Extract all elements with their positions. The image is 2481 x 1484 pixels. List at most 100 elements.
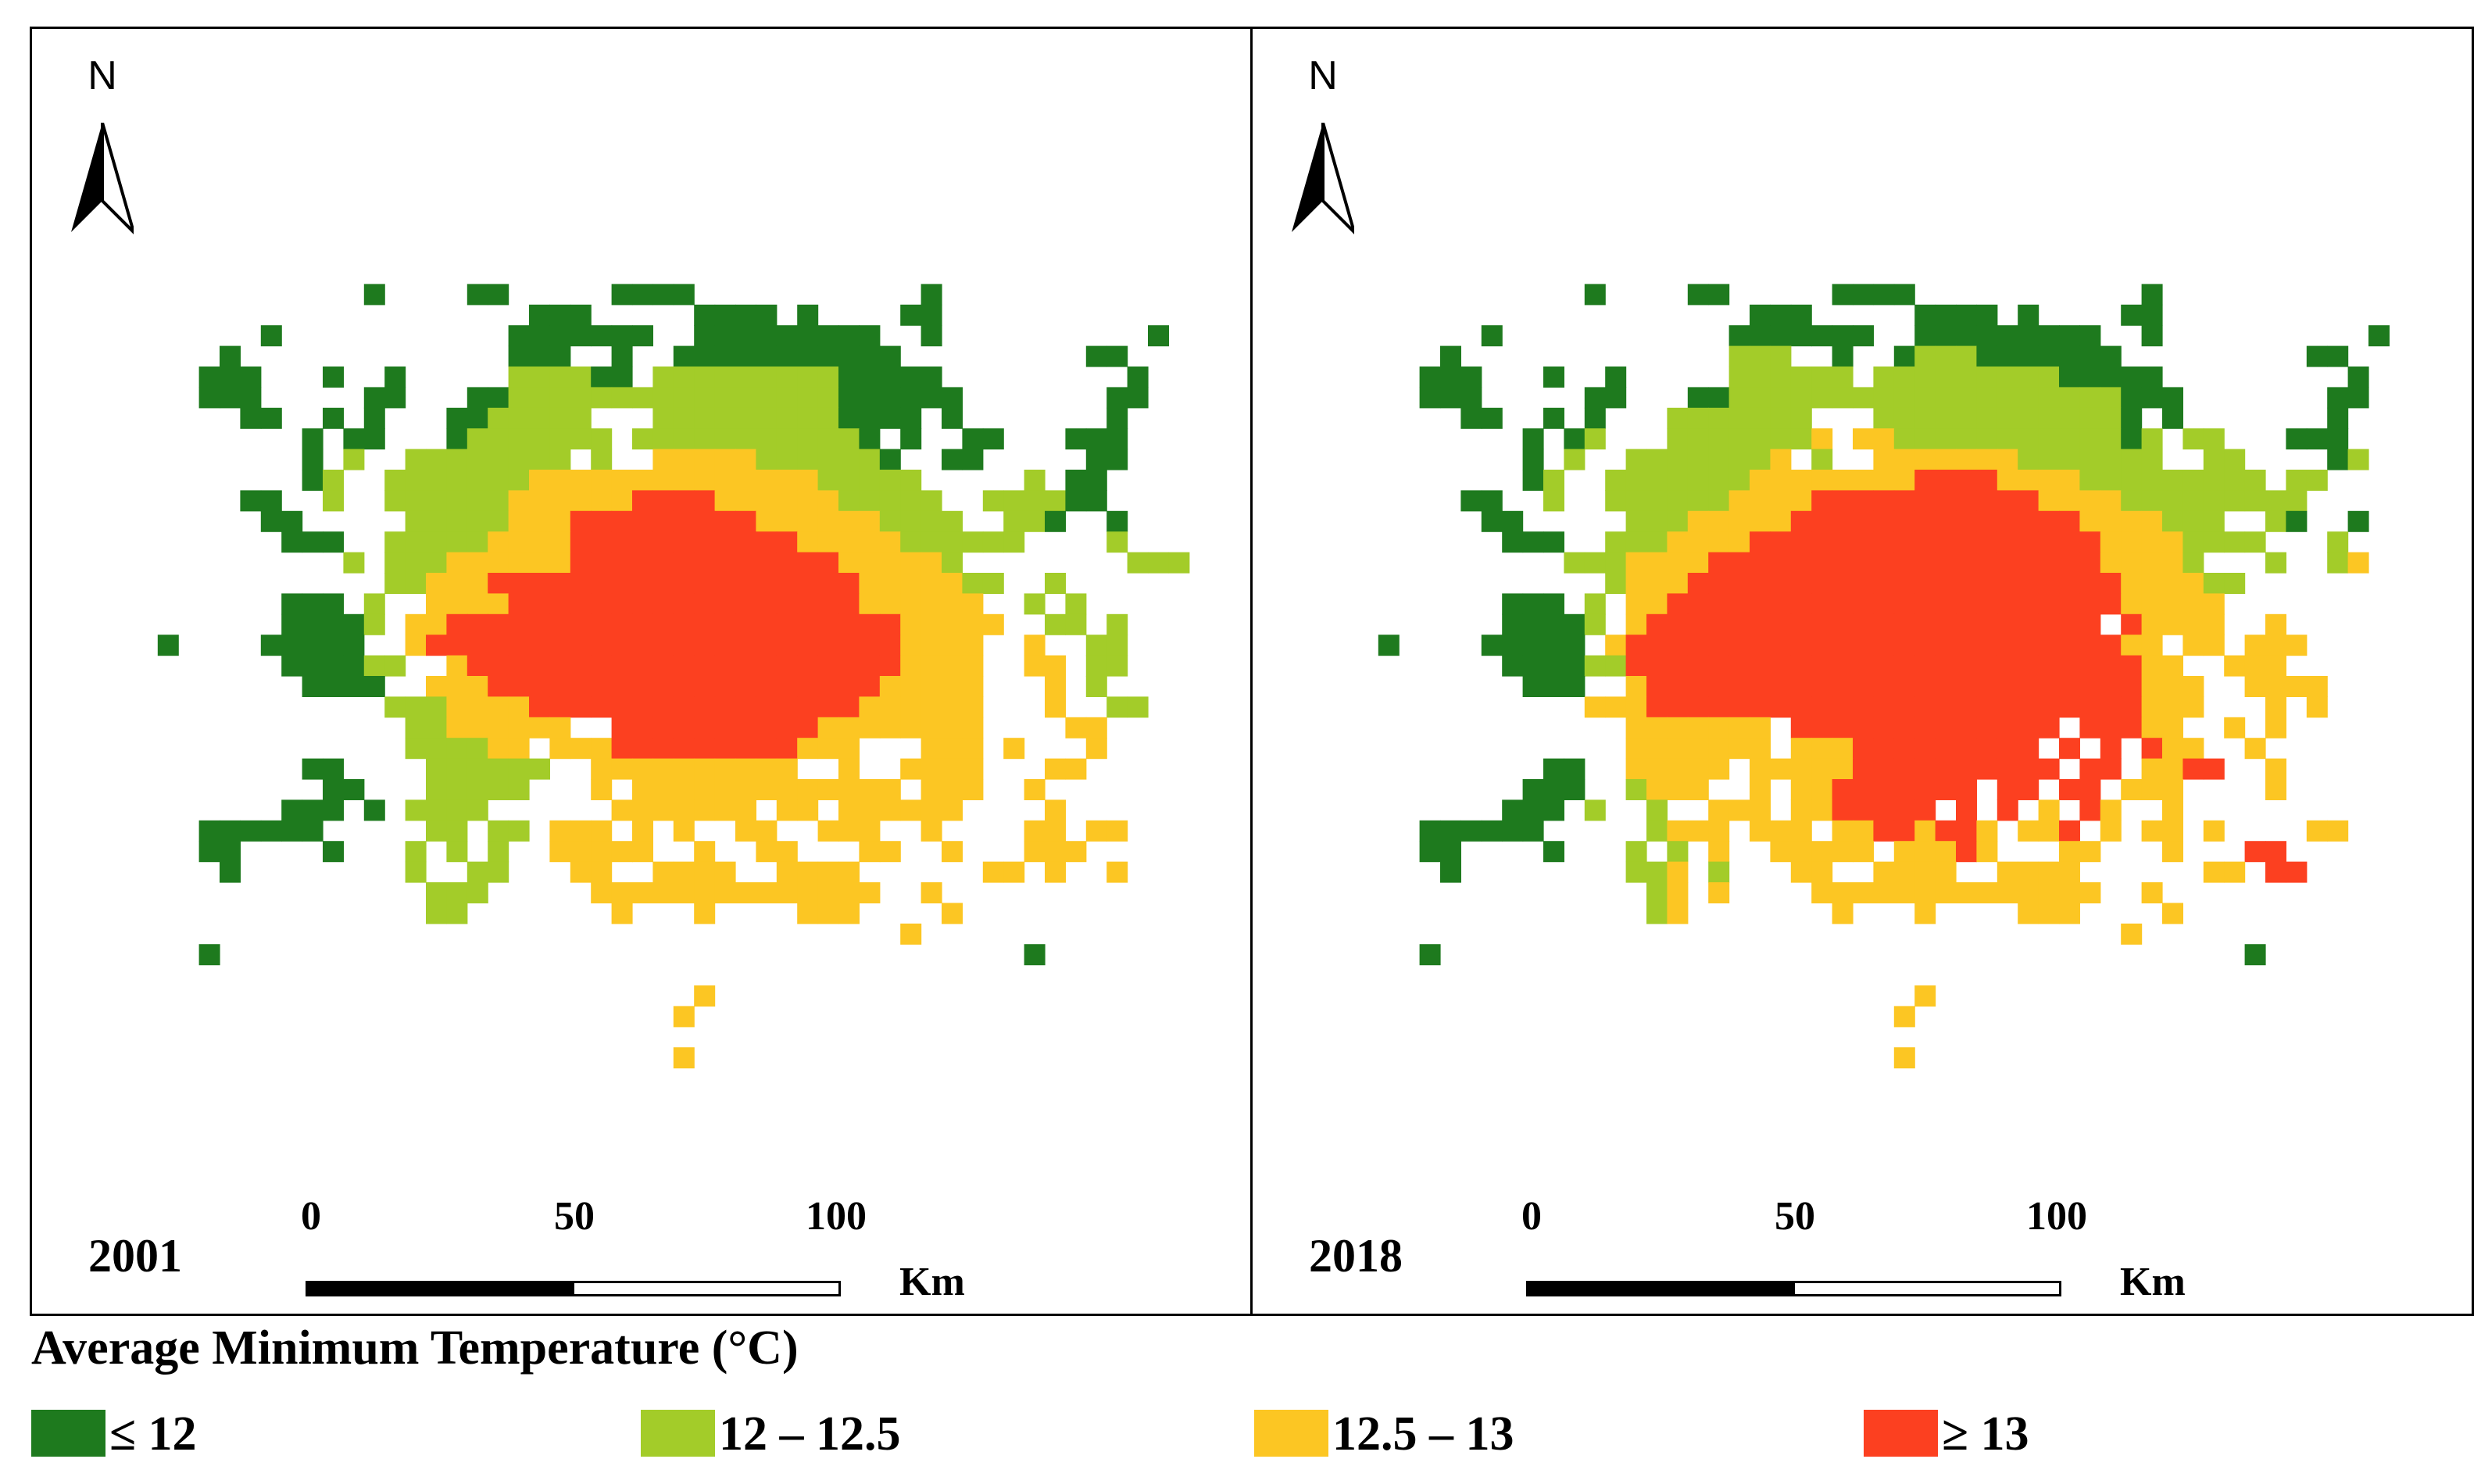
grid-cell bbox=[1811, 367, 1833, 388]
grid-cell bbox=[2141, 510, 2163, 532]
grid-cell bbox=[446, 510, 468, 532]
grid-cell bbox=[859, 779, 881, 800]
grid-cell bbox=[2368, 325, 2390, 347]
grid-cell bbox=[694, 882, 716, 903]
grid-cell bbox=[776, 449, 798, 470]
grid-cell bbox=[797, 696, 819, 718]
grid-cell bbox=[797, 882, 819, 903]
grid-cell bbox=[1440, 820, 1461, 842]
grid-cell bbox=[1976, 470, 1998, 491]
grid-cell bbox=[1832, 284, 1854, 306]
grid-cell bbox=[817, 882, 839, 903]
grid-cell bbox=[529, 490, 550, 512]
grid-cell bbox=[2141, 717, 2163, 738]
grid-cell bbox=[673, 284, 695, 306]
grid-cell bbox=[1853, 882, 1874, 903]
grid-cell bbox=[1811, 738, 1833, 760]
grid-cell bbox=[2121, 490, 2143, 512]
grid-cell bbox=[1522, 779, 1544, 800]
grid-cell bbox=[735, 510, 756, 532]
grid-cell bbox=[652, 613, 674, 635]
grid-cell bbox=[1708, 613, 1730, 635]
grid-cell bbox=[446, 882, 468, 903]
grid-cell bbox=[2327, 531, 2349, 553]
grid-cell bbox=[2059, 367, 2080, 388]
grid-cell bbox=[694, 387, 716, 409]
grid-cell bbox=[900, 367, 922, 388]
grid-cell bbox=[2306, 470, 2328, 491]
grid-cell bbox=[1543, 490, 1564, 512]
grid-cell bbox=[508, 676, 530, 697]
grid-cell bbox=[694, 407, 716, 429]
grid-cell bbox=[1667, 861, 1689, 883]
grid-cell bbox=[2038, 325, 2060, 347]
scale-tick-0: 0 bbox=[1521, 1194, 1542, 1239]
grid-cell bbox=[2100, 490, 2122, 512]
grid-cell bbox=[426, 820, 447, 842]
grid-cell bbox=[942, 779, 963, 800]
grid-cell bbox=[1893, 861, 1915, 883]
grid-cell bbox=[446, 696, 468, 718]
grid-cell bbox=[1976, 325, 1998, 347]
grid-cell bbox=[1935, 758, 1957, 780]
grid-cell bbox=[591, 367, 613, 388]
grid-cell bbox=[2059, 613, 2080, 635]
grid-cell bbox=[1976, 573, 1998, 594]
scale-bar-black-segment bbox=[1526, 1281, 1795, 1296]
grid-cell bbox=[343, 635, 365, 656]
grid-cell bbox=[900, 655, 922, 677]
grid-cell bbox=[1935, 407, 1957, 429]
grid-cell bbox=[1956, 325, 1977, 347]
grid-cell bbox=[735, 758, 756, 780]
grid-cell bbox=[838, 861, 860, 883]
grid-cell bbox=[1914, 387, 1936, 409]
grid-cell bbox=[611, 696, 633, 718]
grid-cell bbox=[1997, 573, 2018, 594]
grid-cell bbox=[1750, 387, 1771, 409]
grid-cell bbox=[942, 531, 963, 553]
grid-cell bbox=[652, 635, 674, 656]
grid-cell bbox=[859, 655, 881, 677]
grid-cell bbox=[508, 345, 530, 367]
grid-cell bbox=[488, 428, 509, 450]
grid-cell bbox=[611, 573, 633, 594]
grid-cell bbox=[1667, 635, 1689, 656]
grid-cell bbox=[1750, 758, 1771, 780]
grid-cell bbox=[632, 387, 653, 409]
grid-cell bbox=[2100, 655, 2122, 677]
grid-cell bbox=[900, 593, 922, 615]
grid-cell bbox=[1832, 593, 1854, 615]
grid-cell bbox=[2141, 613, 2163, 635]
grid-cell bbox=[549, 449, 571, 470]
grid-cell bbox=[467, 470, 488, 491]
grid-cell bbox=[426, 593, 447, 615]
grid-cell bbox=[2079, 717, 2101, 738]
grid-cell bbox=[570, 367, 592, 388]
grid-cell bbox=[1997, 655, 2018, 677]
grid-cell bbox=[2121, 531, 2143, 553]
grid-cell bbox=[1770, 345, 1792, 367]
grid-cell bbox=[281, 613, 303, 635]
grid-cell bbox=[776, 345, 798, 367]
grid-cell bbox=[2265, 655, 2286, 677]
grid-cell bbox=[343, 676, 365, 697]
grid-cell bbox=[1584, 552, 1606, 574]
grid-cell bbox=[1106, 531, 1128, 553]
grid-cell bbox=[1770, 841, 1792, 863]
grid-cell bbox=[776, 861, 798, 883]
grid-cell bbox=[467, 428, 488, 450]
grid-cell bbox=[1935, 490, 1957, 512]
north-arrow-icon bbox=[71, 123, 134, 234]
grid-cell bbox=[1893, 593, 1915, 615]
grid-cell bbox=[1522, 613, 1544, 635]
grid-cell bbox=[838, 758, 860, 780]
grid-cell bbox=[1106, 820, 1128, 842]
grid-cell bbox=[652, 407, 674, 429]
grid-cell bbox=[1811, 655, 1833, 677]
grid-cell bbox=[1481, 635, 1503, 656]
grid-cell bbox=[1708, 882, 1730, 903]
grid-cell bbox=[714, 696, 736, 718]
grid-cell bbox=[1956, 635, 1977, 656]
grid-cell bbox=[2100, 696, 2122, 718]
grid-cell bbox=[2141, 552, 2163, 574]
